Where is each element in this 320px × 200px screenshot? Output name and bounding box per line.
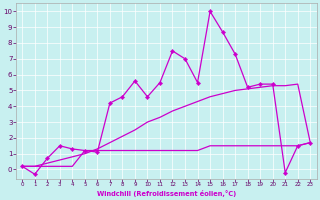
X-axis label: Windchill (Refroidissement éolien,°C): Windchill (Refroidissement éolien,°C)	[97, 190, 236, 197]
